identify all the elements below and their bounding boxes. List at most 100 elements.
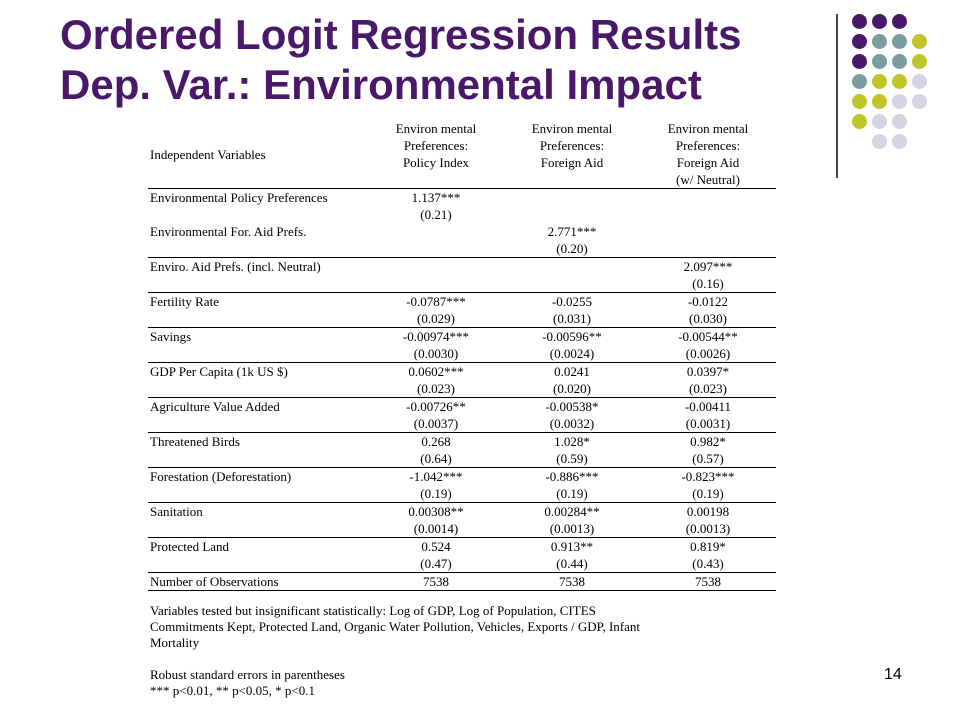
se-col-1: (0.47) — [420, 556, 452, 571]
se-col-2: (0.0013) — [549, 521, 595, 536]
se-col-2: (0.44) — [556, 556, 588, 571]
variable-name: GDP Per Capita (1k US $) — [148, 362, 368, 380]
table-row: Agriculture Value Added -0.00726** -0.0053… — [148, 397, 776, 415]
table-row: Environmental For. Aid Prefs. 2.771*** — [148, 223, 776, 240]
coef-col-3: -0.0122 — [639, 292, 776, 310]
title-line-1: Ordered Logit Regression Results — [60, 11, 742, 58]
decorative-dot — [852, 94, 867, 109]
coef-col-3: 2.097*** — [639, 257, 776, 275]
coef-col-1: 0.0602*** — [367, 362, 504, 380]
table-row-se: (0.21) — [148, 206, 776, 223]
title-line-2: Dep. Var.: Environmental Impact — [60, 61, 702, 108]
coef-col-3: 0.0397* — [639, 362, 776, 380]
coef-col-1: -0.00974*** — [367, 327, 504, 345]
variable-name: Enviro. Aid Prefs. (incl. Neutral) — [148, 257, 368, 275]
header-col-2: Environ mental Preferences: Foreign Aid — [531, 121, 613, 170]
variable-name: Protected Land — [148, 537, 368, 555]
decorative-dot — [872, 134, 887, 149]
table-row: Forestation (Deforestation) -1.042*** -0.8… — [148, 467, 776, 485]
variable-name: Agriculture Value Added — [148, 397, 368, 415]
coef-col-2: -0.886*** — [504, 467, 640, 485]
se-col-2: (0.031) — [553, 311, 591, 326]
variable-name: Sanitation — [148, 502, 368, 520]
se-col-3: (0.0026) — [685, 346, 731, 361]
slide-title: Ordered Logit Regression Results Dep. Va… — [60, 10, 741, 110]
coef-col-2: 0.913** — [504, 537, 640, 555]
table-row: Fertility Rate -0.0787*** -0.0255 -0.0122 — [148, 292, 776, 310]
regression-table: Independent Variables Environ mental Pre… — [148, 120, 776, 591]
obs-col-2: 7538 — [504, 572, 640, 591]
table-row-se: (0.023) (0.020) (0.023) — [148, 380, 776, 398]
table-row: Sanitation 0.00308** 0.00284** 0.00198 — [148, 502, 776, 520]
decorative-dot — [892, 14, 907, 29]
coef-col-3 — [640, 223, 776, 240]
decorative-dot — [852, 14, 867, 29]
coef-col-2: 0.00284** — [504, 502, 640, 520]
table-row: Savings -0.00974*** -0.00596** -0.00544** — [148, 327, 776, 345]
notes-line-3: Mortality — [150, 635, 200, 650]
coef-col-1: 0.268 — [367, 432, 504, 450]
se-col-2: (0.020) — [553, 381, 591, 396]
coef-col-1: -1.042*** — [367, 467, 504, 485]
variable-name: Savings — [148, 327, 368, 345]
se-col-1: (0.64) — [420, 451, 452, 466]
header-variables: Independent Variables — [150, 146, 266, 162]
se-col-3 — [640, 240, 776, 258]
decorative-dot — [892, 94, 907, 109]
decorative-dot — [872, 94, 887, 109]
table-row-se: (0.19) (0.19) (0.19) — [148, 485, 776, 503]
table-row-se: (0.0030) (0.0024) (0.0026) — [148, 345, 776, 363]
decorative-dot — [892, 74, 907, 89]
se-col-3: (0.0013) — [685, 521, 731, 536]
variable-name: Forestation (Deforestation) — [148, 467, 368, 485]
se-col-3 — [640, 206, 776, 223]
variable-name: Environmental For. Aid Prefs. — [150, 224, 307, 239]
coef-col-1: -0.00726** — [367, 397, 504, 415]
coef-col-2: -0.00596** — [504, 327, 640, 345]
coef-col-3: -0.00544** — [639, 327, 776, 345]
header-col-3: Environ mental Preferences: Foreign Aid … — [667, 121, 749, 187]
coef-col-1: 0.00308** — [367, 502, 504, 520]
decorative-dot — [892, 34, 907, 49]
coef-col-1 — [367, 257, 504, 275]
se-col-3: (0.0031) — [685, 416, 731, 431]
se-col-1: (0.0030) — [413, 346, 459, 361]
coef-col-1: -0.0787*** — [367, 292, 504, 310]
decorative-dot — [872, 14, 887, 29]
table-row-se: (0.47) (0.44) (0.43) — [148, 555, 776, 573]
se-col-3: (0.19) — [692, 486, 724, 501]
table-row: Protected Land 0.524 0.913** 0.819* — [148, 537, 776, 555]
variable-name: Number of Observations — [148, 572, 368, 591]
decorative-dot — [872, 114, 887, 129]
notes-line-5: *** p<0.01, ** p<0.05, * p<0.1 — [150, 683, 315, 698]
decorative-dot — [912, 94, 927, 109]
decorative-dot — [852, 34, 867, 49]
decorative-dot — [872, 74, 887, 89]
table-row: GDP Per Capita (1k US $) 0.0602*** 0.0241 0… — [148, 362, 776, 380]
table-row-se: (0.20) — [148, 240, 776, 258]
decorative-dot — [872, 34, 887, 49]
table-row: Enviro. Aid Prefs. (incl. Neutral) 2.097*… — [148, 257, 776, 275]
coef-col-3: 0.00198 — [639, 502, 776, 520]
obs-col-1: 7538 — [367, 572, 504, 591]
coef-col-1: 0.524 — [367, 537, 504, 555]
table-row: Threatened Birds 0.268 1.028* 0.982* — [148, 432, 776, 450]
se-col-1 — [368, 275, 504, 293]
variable-name: Fertility Rate — [148, 292, 368, 310]
decorative-dot — [852, 114, 867, 129]
coef-col-1: 1.137*** — [367, 188, 504, 206]
table-row-se: (0.029) (0.031) (0.030) — [148, 310, 776, 328]
decorative-dot — [912, 34, 927, 49]
variable-name: Environmental Policy Preferences — [148, 188, 368, 206]
se-col-3: (0.023) — [689, 381, 727, 396]
coef-col-2 — [504, 257, 640, 275]
se-col-1: (0.21) — [420, 207, 452, 222]
decorative-dot — [852, 54, 867, 69]
table-row-se: (0.0037) (0.0032) (0.0031) — [148, 415, 776, 433]
coef-col-2 — [504, 188, 640, 206]
decorative-dot — [852, 74, 867, 89]
notes-line-4: Robust standard errors in parentheses — [150, 667, 345, 682]
notes-line-1: Variables tested but insignificant stati… — [150, 603, 596, 618]
se-col-2 — [504, 275, 640, 293]
decorative-dot — [872, 54, 887, 69]
